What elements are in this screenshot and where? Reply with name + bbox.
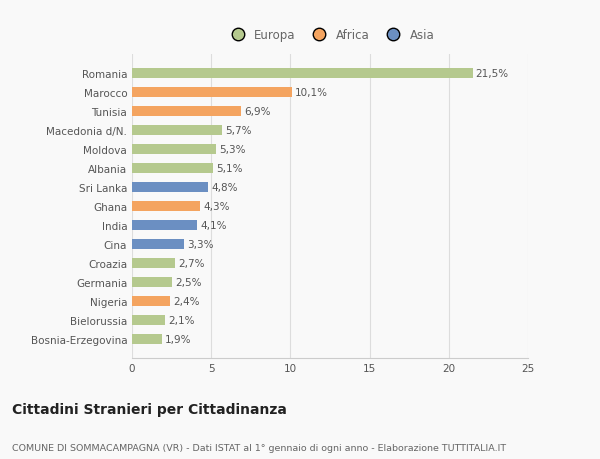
Text: 4,3%: 4,3% bbox=[203, 202, 230, 212]
Text: 4,8%: 4,8% bbox=[211, 183, 238, 193]
Text: 4,1%: 4,1% bbox=[200, 220, 227, 230]
Text: Cittadini Stranieri per Cittadinanza: Cittadini Stranieri per Cittadinanza bbox=[12, 402, 287, 416]
Text: 5,3%: 5,3% bbox=[219, 145, 245, 155]
Legend: Europa, Africa, Asia: Europa, Africa, Asia bbox=[221, 25, 439, 47]
Bar bbox=[132, 334, 162, 344]
Bar bbox=[132, 202, 200, 212]
Bar bbox=[132, 277, 172, 287]
Text: 1,9%: 1,9% bbox=[165, 334, 192, 344]
Bar bbox=[132, 182, 208, 193]
Bar bbox=[132, 69, 473, 79]
Text: 6,9%: 6,9% bbox=[244, 107, 271, 117]
Text: 2,7%: 2,7% bbox=[178, 258, 205, 269]
Text: 2,5%: 2,5% bbox=[175, 277, 201, 287]
Text: 10,1%: 10,1% bbox=[295, 88, 328, 98]
Bar bbox=[132, 126, 222, 136]
Bar bbox=[132, 145, 216, 155]
Text: 3,3%: 3,3% bbox=[187, 240, 214, 249]
Bar bbox=[132, 88, 292, 98]
Bar bbox=[132, 220, 197, 231]
Bar bbox=[132, 106, 241, 117]
Bar bbox=[132, 296, 170, 307]
Text: 5,1%: 5,1% bbox=[216, 164, 242, 174]
Bar bbox=[132, 315, 165, 325]
Text: 2,1%: 2,1% bbox=[169, 315, 195, 325]
Text: 5,7%: 5,7% bbox=[226, 126, 252, 136]
Text: 21,5%: 21,5% bbox=[476, 69, 509, 79]
Bar bbox=[132, 258, 175, 269]
Text: COMUNE DI SOMMACAMPAGNA (VR) - Dati ISTAT al 1° gennaio di ogni anno - Elaborazi: COMUNE DI SOMMACAMPAGNA (VR) - Dati ISTA… bbox=[12, 443, 506, 452]
Text: 2,4%: 2,4% bbox=[173, 296, 200, 306]
Bar bbox=[132, 163, 213, 174]
Bar bbox=[132, 239, 184, 250]
